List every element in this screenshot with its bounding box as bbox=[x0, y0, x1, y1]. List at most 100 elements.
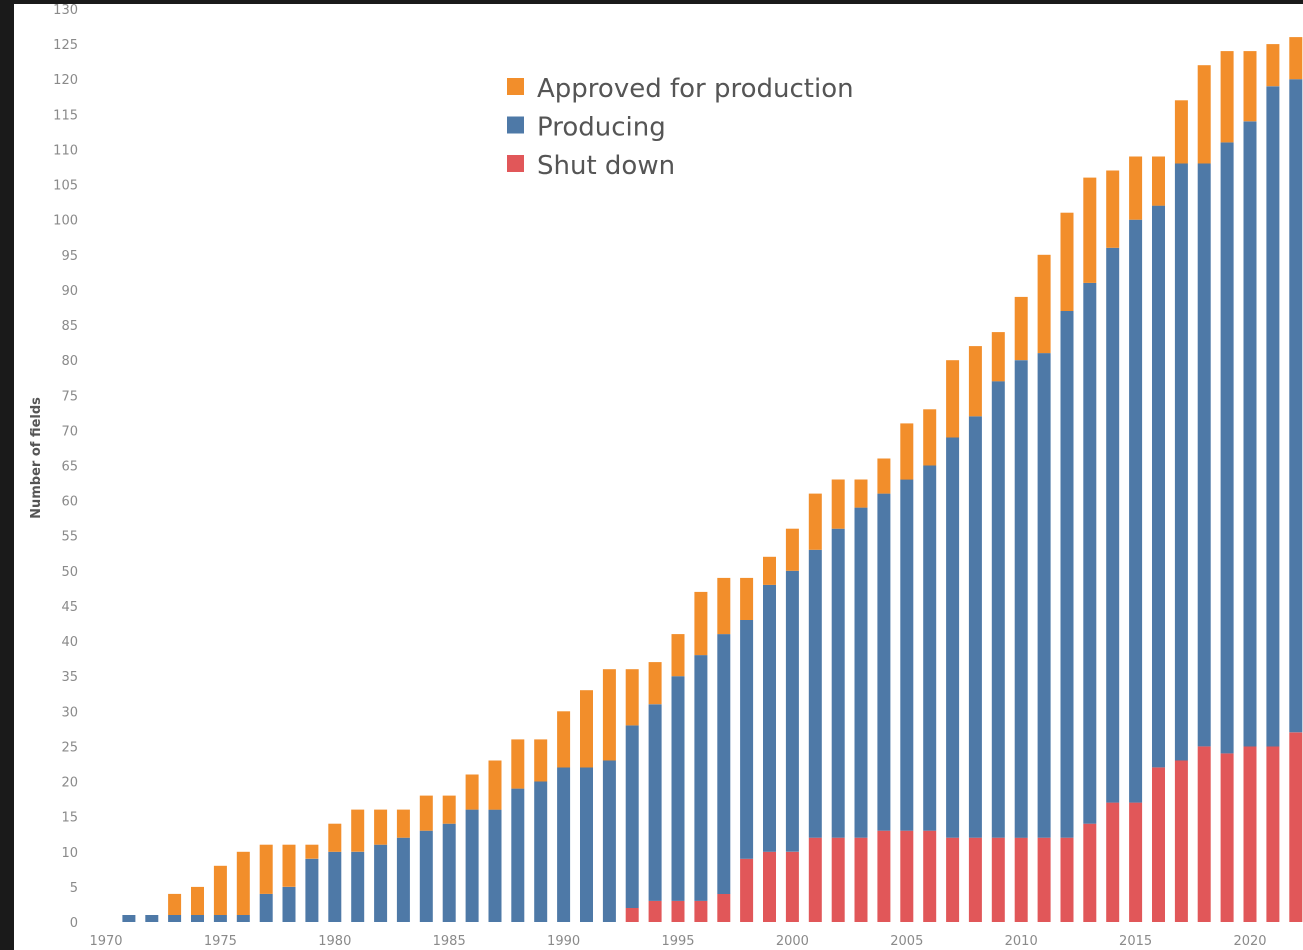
bar-segment bbox=[1014, 296, 1028, 361]
bar-segment bbox=[808, 549, 822, 838]
bar-segment bbox=[442, 823, 456, 922]
bar-segment bbox=[1243, 121, 1257, 747]
legend-swatch bbox=[507, 155, 524, 172]
y-tick-label: 10 bbox=[61, 846, 78, 861]
y-tick-label: 115 bbox=[53, 108, 78, 123]
bar-segment bbox=[465, 774, 479, 810]
bar-segment bbox=[1129, 802, 1143, 922]
y-tick-label: 85 bbox=[61, 319, 78, 334]
bar-segment bbox=[717, 893, 731, 922]
bar-segment bbox=[648, 704, 662, 901]
bar-segment bbox=[763, 851, 776, 922]
bar-segment bbox=[534, 781, 548, 922]
bar-segment bbox=[602, 760, 616, 922]
bar-segment bbox=[763, 556, 776, 585]
bar-segment bbox=[717, 577, 731, 635]
bar-segment bbox=[557, 711, 571, 768]
bar-segment bbox=[1083, 823, 1097, 922]
bar-segment bbox=[740, 577, 754, 620]
y-tick-label: 30 bbox=[61, 705, 78, 720]
bar-segment bbox=[854, 479, 868, 508]
y-tick-label: 0 bbox=[70, 916, 78, 931]
bar-segment bbox=[1152, 205, 1165, 768]
bar-segment bbox=[854, 507, 868, 838]
bar-segment bbox=[991, 837, 1005, 922]
bar-segment bbox=[580, 690, 593, 768]
bar-segment bbox=[1197, 65, 1211, 164]
bar-segment bbox=[396, 809, 410, 838]
legend-label: Shut down bbox=[537, 151, 675, 181]
bar-segment bbox=[946, 360, 960, 438]
bar-segment bbox=[1083, 282, 1097, 824]
bar-segment bbox=[671, 676, 685, 901]
y-tick-label: 60 bbox=[61, 495, 78, 510]
bar-segment bbox=[946, 837, 960, 922]
bar-segment bbox=[740, 858, 754, 922]
bar-segment bbox=[1060, 311, 1074, 838]
bar-segment bbox=[831, 479, 845, 529]
bar-segment bbox=[213, 865, 227, 915]
bar-segment bbox=[808, 837, 822, 922]
y-tick-label: 105 bbox=[53, 179, 78, 194]
bar-segment bbox=[923, 465, 937, 831]
bar-segment bbox=[1106, 247, 1120, 803]
bar-segment bbox=[1152, 767, 1165, 922]
bar-segment bbox=[1174, 760, 1188, 922]
x-axis: 1970 1975 1980 1985 1990 1995 2000 2005 2010 2015… bbox=[89, 934, 1266, 949]
bar-segment bbox=[213, 915, 227, 922]
bar-segment bbox=[900, 479, 914, 831]
x-tick-label: 2020 bbox=[1233, 934, 1266, 949]
bar-segment bbox=[900, 423, 914, 480]
bar-segment bbox=[648, 662, 662, 705]
bar-segment bbox=[831, 528, 845, 838]
bar-segment bbox=[671, 900, 685, 922]
bar-segment bbox=[465, 809, 479, 922]
bar-segment bbox=[1220, 51, 1234, 143]
x-tick-label: 2015 bbox=[1119, 934, 1152, 949]
bar-segment bbox=[1014, 360, 1028, 838]
bar-segment bbox=[534, 739, 548, 782]
y-tick-label: 65 bbox=[61, 460, 78, 475]
bar-segment bbox=[557, 767, 571, 922]
bar-segment bbox=[946, 437, 960, 838]
bar-segment bbox=[991, 381, 1005, 838]
y-tick-label: 5 bbox=[70, 881, 78, 896]
y-tick-label: 40 bbox=[61, 635, 78, 650]
bar-segment bbox=[191, 915, 204, 922]
bar-segment bbox=[305, 844, 319, 859]
bar-segment bbox=[1037, 837, 1051, 922]
x-tick-label: 1985 bbox=[433, 934, 466, 949]
bar-segment bbox=[625, 725, 639, 908]
bar-segment bbox=[785, 528, 799, 571]
y-axis: 0 5 10 15 20 25 30 35 40 45 50 55 60 65 70 75 80 85 90 95 10… bbox=[53, 3, 78, 931]
bar-segment bbox=[168, 915, 182, 922]
x-tick-label: 2005 bbox=[890, 934, 923, 949]
bar-segment bbox=[968, 837, 982, 922]
bar-segment bbox=[1289, 79, 1303, 733]
bar-segment bbox=[191, 886, 204, 915]
y-tick-label: 45 bbox=[61, 600, 78, 615]
bar-segment bbox=[740, 620, 754, 859]
y-tick-label: 25 bbox=[61, 740, 78, 755]
bar-segment bbox=[1174, 100, 1188, 164]
bar-segment bbox=[900, 830, 914, 922]
bar-segment bbox=[1106, 802, 1120, 922]
bar-segment bbox=[282, 886, 296, 922]
bar-segment bbox=[488, 760, 502, 810]
bar-segment bbox=[1014, 837, 1028, 922]
bar-segment bbox=[1152, 156, 1165, 206]
bar-segment bbox=[236, 851, 250, 915]
bar-segment bbox=[1197, 746, 1211, 922]
bar-segment bbox=[328, 851, 342, 922]
bar-segment bbox=[763, 584, 776, 852]
bar-segment bbox=[305, 858, 319, 922]
bar-segment bbox=[1220, 753, 1234, 922]
y-tick-label: 20 bbox=[61, 776, 78, 791]
bar-segment bbox=[1266, 86, 1280, 747]
bar-segment bbox=[625, 908, 639, 922]
y-tick-label: 75 bbox=[61, 389, 78, 404]
legend-label: Producing bbox=[537, 113, 666, 143]
bar-segment bbox=[923, 830, 937, 922]
bars bbox=[122, 37, 1303, 922]
